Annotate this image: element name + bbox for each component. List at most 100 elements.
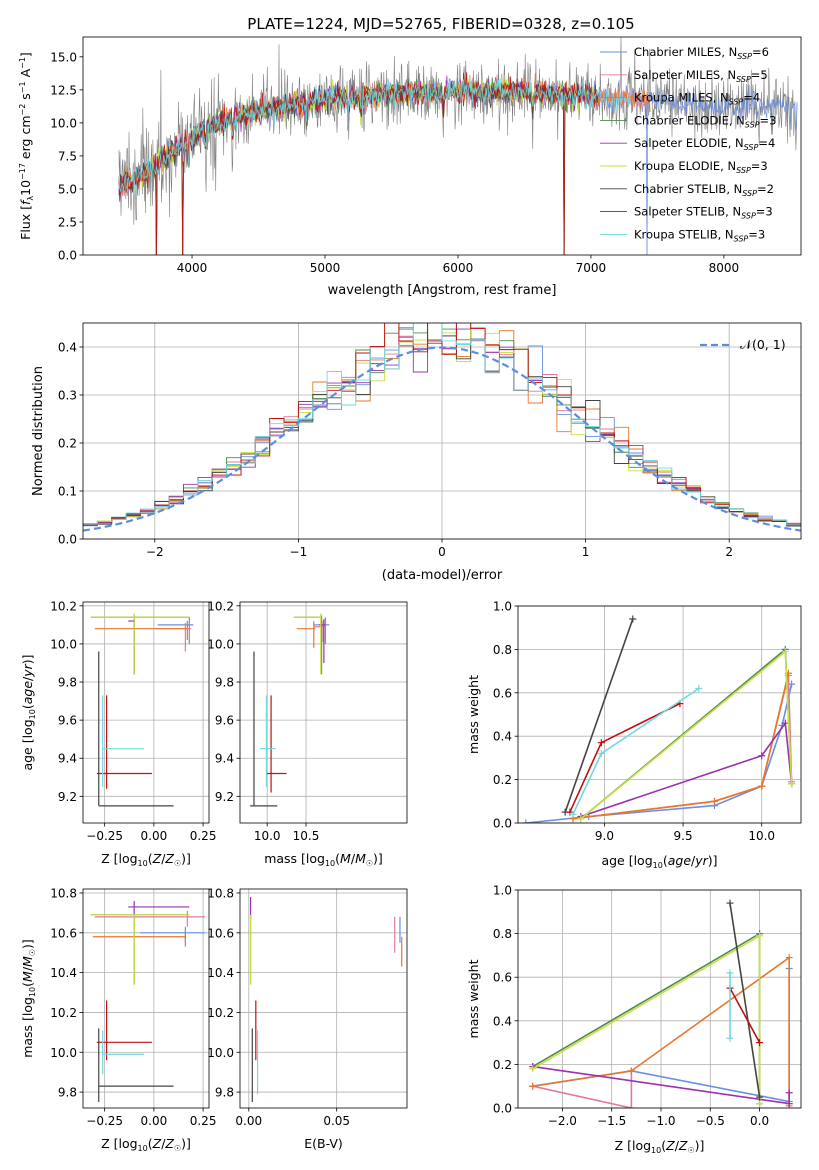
sfh-marker	[597, 739, 605, 747]
mass-vs-z-panel: −0.25 0.00 0.25 9.8 10.0 10.2 10.4 10.6 10.8 Z [l…	[20, 886, 216, 1153]
y-axis-label: Normed distribution	[31, 366, 46, 496]
legend-label: Chabrier MILES, NSSP=6	[634, 45, 769, 61]
tick-label-y: 5.0	[58, 182, 77, 196]
spectrum-panel: 4000 5000 6000 7000 8000 0.0 2.5 5.0 7.5 10.0 12.5…	[18, 36, 802, 298]
legend-text: Chabrier STELIB, N	[634, 182, 742, 196]
legend-label: Salpeter ELODIE, NSSP=4	[634, 136, 775, 152]
legend-text: Chabrier MILES, N	[634, 45, 737, 59]
tick-label-y: 0.4	[493, 1014, 512, 1028]
tick-label-y: 15.0	[50, 50, 77, 64]
tick-label-y: 9.4	[58, 752, 77, 766]
age-vs-mass-panel: 10.0 10.5 9.2 9.4 9.6 9.8 10.0 10.2 mass [log10(…	[207, 599, 408, 868]
sfh-line-chabrier-stelib	[564, 618, 634, 813]
tick-label-y: 0.4	[58, 341, 77, 355]
tick-label-x: 1	[582, 545, 590, 559]
tick-label-y: 1.0	[493, 600, 512, 614]
tick-label-y: 10.6	[50, 926, 77, 940]
legend-tail: =4	[758, 136, 775, 150]
tick-label-y: 9.2	[58, 790, 77, 804]
legend-sub: SSP	[729, 98, 744, 107]
tick-label-y: 0.1	[58, 485, 77, 499]
sfh-marker	[758, 752, 766, 760]
tick-label-y: 0.8	[493, 643, 512, 657]
sfh-marker	[756, 1093, 764, 1101]
tick-label-x: 7000	[576, 261, 607, 275]
ticks: 4000 5000 6000 7000 8000 0.0 2.5 5.0 7.5 10.0 12.5…	[50, 50, 739, 275]
axes-frame	[82, 601, 210, 824]
tick-label-y: 10.6	[207, 926, 234, 940]
data-spectrum	[118, 37, 798, 225]
ticks: −0.25 0.00 0.25 9.8 10.0 10.2 10.4 10.6 10.8	[50, 886, 216, 1128]
ticks: 9.0 9.5 10.0 0.0 0.2 0.4 0.6 0.8 1.0	[493, 600, 775, 844]
tick-label-y: 10.0	[207, 1046, 234, 1060]
legend-tail: =4	[743, 91, 760, 105]
tick-label-y: 10.0	[50, 637, 77, 651]
legend-label: Kroupa STELIB, NSSP=3	[634, 227, 765, 243]
legend-sub: SSP	[742, 189, 757, 198]
tick-label-x: −2	[146, 545, 164, 559]
sfh-marker	[785, 1100, 793, 1108]
legend-sub: SSP	[736, 166, 751, 175]
tick-label-y: 10.0	[207, 637, 234, 651]
tick-label-y: 10.4	[50, 966, 77, 980]
sfh-marker	[781, 648, 789, 656]
sfh-marker	[577, 815, 585, 823]
tick-label-x: −1	[290, 545, 308, 559]
sfh-line-salpeter-elodie	[580, 721, 793, 818]
tick-label-y: 10.0	[50, 1046, 77, 1060]
sfh-marker	[758, 782, 766, 790]
tick-label-x: 0	[438, 545, 446, 559]
sfh-marker	[569, 810, 577, 818]
legend-sub: SSP	[737, 52, 752, 61]
sfh-marker	[695, 684, 703, 692]
tick-label-y: 12.5	[50, 83, 77, 97]
tick-label-y: 0.8	[493, 927, 512, 941]
tick-label-y: 9.8	[58, 676, 77, 690]
axes-frame	[239, 601, 408, 824]
tick-label-x: 4000	[177, 261, 208, 275]
sfh-marker	[522, 819, 530, 823]
model-spectrum-kroupa-stelib	[118, 78, 631, 195]
sfh-line-salpeter-miles	[532, 1070, 633, 1108]
tick-label-y: 7.5	[58, 149, 77, 163]
tick-label-y: 9.8	[215, 676, 234, 690]
grid	[240, 602, 407, 823]
sfh-line-kroupa-miles	[572, 673, 790, 820]
tick-label-y: 0.6	[493, 971, 512, 985]
plot-area	[83, 323, 801, 532]
x-axis-label: Z [log10(Z/Z☉)]	[101, 851, 191, 868]
legend-label: Salpeter STELIB, NSSP=3	[634, 205, 773, 221]
sfh-line-salpeter-stelib	[729, 987, 761, 1043]
grid	[518, 889, 801, 1109]
plot-area	[90, 900, 206, 1103]
plot-area	[250, 613, 330, 807]
tick-label-y: 1.0	[493, 884, 512, 898]
sfh-z-panel: −2.0 −1.5 −1.0 −0.5 0.0 0.0 0.2 0.4 0.6 0.8 1.0 Z […	[466, 884, 802, 1155]
sfh-marker	[785, 1089, 793, 1097]
tick-label-x: 0.05	[323, 1114, 350, 1128]
y-axis-label: mass weight	[466, 959, 481, 1038]
sfh-marker	[597, 750, 605, 758]
axes-frame	[82, 36, 802, 256]
tick-label-x: 0.00	[141, 829, 168, 843]
axes-frame	[517, 889, 802, 1109]
sfh-marker	[529, 1082, 537, 1090]
plot-area	[249, 896, 403, 1103]
sfh-marker	[726, 969, 734, 977]
sfh-line-kroupa-miles	[532, 956, 790, 1106]
tick-label-x: 6000	[443, 261, 474, 275]
x-axis-label: E(B-V)	[304, 1136, 343, 1151]
legend-text: Chabrier ELODIE, N	[634, 113, 745, 127]
legend-label: Kroupa MILES, NSSP=4	[634, 91, 760, 107]
tick-label-x: 8000	[709, 261, 740, 275]
tick-label-x: 10.0	[748, 829, 775, 843]
histogram-kroupa-stelib	[83, 323, 801, 526]
x-axis-label: Z [log10(Z/Z☉)]	[615, 1138, 705, 1155]
residuals-panel: −2 −1 0 1 2 0.0 0.1 0.2 0.3 0.4 (data-model)/error…	[31, 322, 802, 583]
grid	[83, 323, 801, 540]
tick-label-y: 9.6	[215, 714, 234, 728]
tick-label-y: 10.2	[207, 599, 234, 613]
tick-label-y: 9.4	[215, 752, 234, 766]
plot-area	[522, 615, 796, 823]
